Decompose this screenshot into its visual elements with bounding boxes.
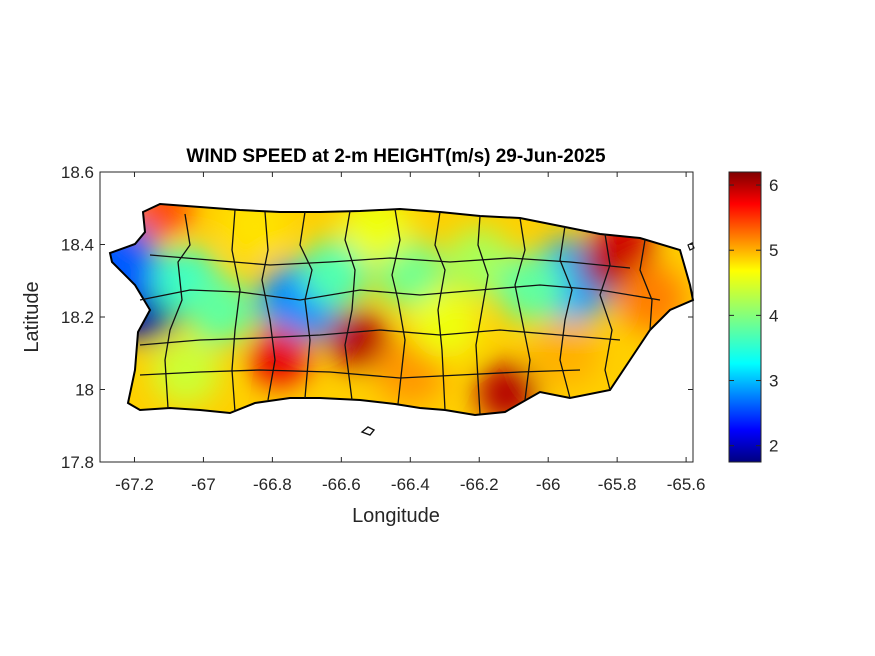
wind-field-patch: [300, 239, 369, 308]
wind-field-patch: [445, 228, 514, 297]
colorbar-tick-label: 2: [769, 437, 778, 456]
x-tick-label: -66.4: [391, 475, 430, 494]
colorbar-tick-label: 5: [769, 241, 778, 260]
wind-field-patch: [531, 319, 600, 388]
chart-title: WIND SPEED at 2-m HEIGHT(m/s) 29-Jun-202…: [186, 146, 606, 167]
x-tick-label: -66.8: [253, 475, 292, 494]
x-tick-label: -66: [536, 475, 561, 494]
wind-field-patch: [496, 254, 565, 322]
eastern-islet: [687, 242, 695, 251]
x-axis-label: Longitude: [352, 505, 440, 527]
colorbar: [728, 171, 762, 463]
wind-field-patch: [376, 239, 445, 308]
y-tick-label: 18.2: [61, 308, 94, 327]
wind-hotspot: [249, 326, 310, 387]
wind-field-patch: [186, 275, 255, 344]
wind-hotspot: [132, 204, 193, 239]
colorbar-tick-label: 6: [769, 176, 778, 195]
wind-field-patch: [410, 290, 479, 359]
colorbar-tick-label: 3: [769, 372, 778, 391]
y-axis-label: Latitude: [21, 281, 43, 352]
caja-de-muertos-islet: [360, 426, 376, 436]
x-tick-label: -66.6: [322, 475, 361, 494]
x-tick-label: -67.2: [115, 475, 154, 494]
y-tick-label: 18.6: [61, 163, 94, 182]
x-tick-label: -66.2: [460, 475, 499, 494]
x-tick-label: -67: [191, 475, 216, 494]
y-tick-label: 18: [75, 381, 94, 400]
wind-hotspot: [328, 308, 389, 369]
y-tick-label: 17.8: [61, 453, 94, 472]
x-tick-label: -65.8: [598, 475, 637, 494]
x-tick-label: -65.6: [667, 475, 706, 494]
municipality-boundaries: [139, 208, 661, 415]
colorbar-ticks: 2 3 4 5 6: [729, 176, 778, 456]
wind-field-patch: [376, 337, 445, 406]
y-axis-ticks: 17.8 18 18.2 18.4 18.6: [61, 163, 693, 472]
colorbar-tick-label: 4: [769, 306, 778, 325]
wind-field-patch: [152, 337, 221, 406]
y-tick-label: 18.4: [61, 236, 94, 255]
x-axis-ticks: -67.2 -67 -66.8 -66.6 -66.4 -66.2 -66 -65.8 -65.…: [115, 172, 705, 494]
wind-speed-field: [110, 204, 693, 415]
